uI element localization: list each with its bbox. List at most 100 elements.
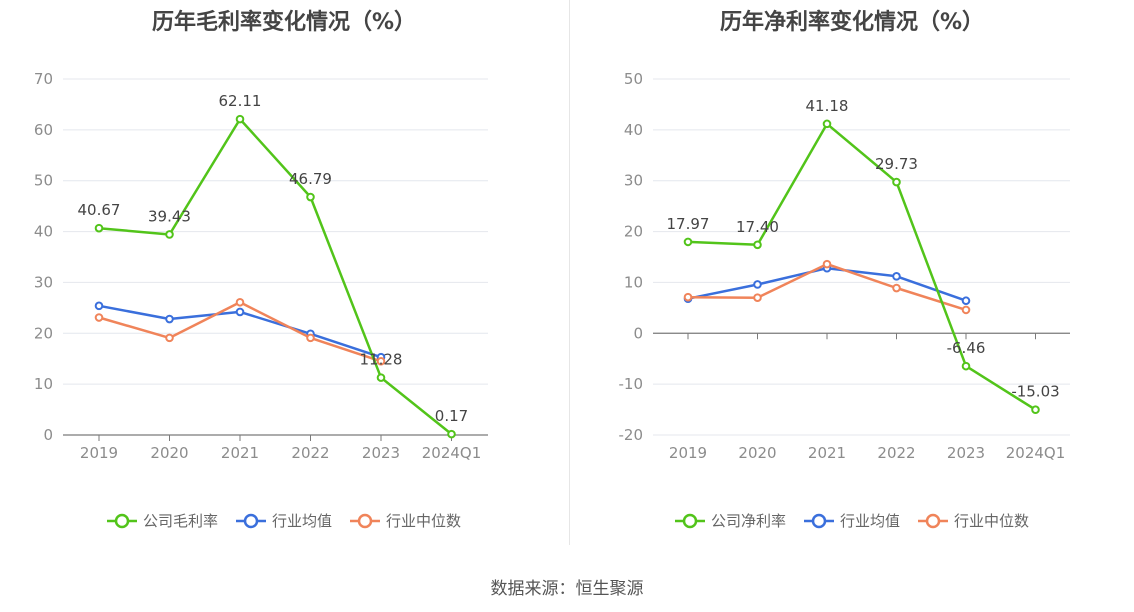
legend-marker	[243, 513, 259, 528]
y-tick-label: 50	[624, 70, 643, 88]
legend-label: 行业均值	[839, 512, 900, 530]
x-tick-label: 2021	[221, 444, 259, 462]
legend-marker	[811, 513, 827, 528]
data-label: 0.17	[435, 407, 468, 425]
data-label: 17.40	[736, 218, 779, 236]
y-tick-label: -20	[619, 426, 644, 444]
data-point	[1031, 405, 1040, 415]
data-label: 40.67	[78, 201, 121, 219]
data-label: 11.28	[360, 351, 403, 369]
data-point	[235, 297, 245, 307]
data-point	[961, 361, 971, 371]
x-tick-label: 2019	[669, 444, 707, 462]
series-line	[98, 117, 453, 436]
data-point	[165, 230, 174, 239]
x-tick-label: 2024Q1	[422, 444, 482, 462]
legend-item[interactable]: 行业中位数	[918, 510, 1029, 531]
legend-label: 行业中位数	[954, 512, 1030, 530]
y-tick-label: -10	[619, 375, 644, 393]
legend-label: 行业均值	[271, 512, 332, 530]
x-tick-label: 2023	[947, 444, 985, 462]
data-point	[376, 356, 386, 366]
y-tick-label: 60	[34, 121, 53, 139]
x-tick-label: 2023	[362, 444, 400, 462]
y-tick-label: 0	[43, 426, 53, 444]
legend-label: 公司毛利率	[142, 512, 218, 530]
data-label: 46.79	[289, 170, 332, 188]
legend-label: 行业中位数	[386, 512, 462, 530]
legend-line-marker-icon	[918, 513, 948, 528]
x-tick-label: 2024Q1	[1006, 444, 1066, 462]
data-point	[306, 333, 315, 343]
chart-legend: 公司净利率 行业均值 行业中位数	[570, 510, 1134, 531]
data-label: 17.97	[667, 215, 710, 233]
legend-marker	[682, 513, 698, 528]
data-point	[94, 301, 104, 311]
y-tick-label: 20	[34, 324, 53, 342]
data-point	[235, 307, 245, 317]
legend-line-marker-icon	[106, 513, 137, 528]
x-tick-label: 2020	[150, 444, 188, 462]
data-point	[753, 240, 762, 250]
legend-marker	[114, 513, 130, 528]
x-tick-label: 2022	[291, 444, 329, 462]
x-tick-label: 2020	[738, 444, 776, 462]
x-tick-label: 2022	[877, 444, 915, 462]
data-point	[376, 373, 386, 382]
data-point	[165, 333, 174, 343]
legend-item[interactable]: 行业均值	[803, 510, 900, 531]
data-label: 29.73	[875, 155, 918, 173]
legend-item[interactable]: 公司净利率	[674, 510, 786, 531]
y-tick-label: 30	[34, 273, 53, 291]
x-tick-label: 2019	[80, 444, 118, 462]
legend-line-marker-icon	[350, 513, 380, 528]
series-line	[687, 122, 1037, 411]
y-tick-label: 50	[34, 172, 53, 190]
legend-item[interactable]: 行业中位数	[350, 510, 461, 531]
chart-title: 历年净利率变化情况（%）	[719, 10, 985, 35]
data-label: -6.46	[947, 339, 986, 357]
legend-marker	[357, 513, 373, 528]
data-point	[235, 114, 245, 124]
y-tick-label: 10	[624, 273, 643, 291]
data-point	[683, 237, 693, 247]
panel-divider	[569, 0, 570, 545]
data-label: 41.18	[806, 97, 849, 115]
chart-title: 历年毛利率变化情况（%）	[151, 10, 417, 35]
data-point	[892, 272, 901, 281]
gross-margin-chart: 0 10 20 30 40 50 60 70 2019 2020 2021 2022 2023 2024Q…	[34, 70, 488, 462]
data-label: 62.11	[219, 92, 262, 110]
data-point	[753, 293, 762, 302]
y-tick-label: 70	[34, 70, 53, 88]
data-source-note: 数据来源：恒生聚源	[490, 579, 644, 599]
legend-item[interactable]: 行业均值	[235, 510, 332, 531]
data-point	[306, 192, 315, 202]
data-label: 39.43	[148, 207, 191, 225]
data-point	[822, 119, 832, 129]
legend-line-marker-icon	[235, 513, 266, 528]
data-point	[447, 429, 456, 439]
data-point	[961, 296, 971, 306]
y-tick-label: 20	[624, 223, 643, 241]
net-margin-chart-panel: 历年净利率变化情况（%） -20 -10 0 10 20 30 40 50 2019 2020 20…	[570, 0, 1134, 560]
data-point	[165, 314, 174, 324]
data-point	[753, 280, 762, 289]
y-tick-label: 40	[34, 223, 53, 241]
y-tick-label: 10	[34, 375, 53, 393]
data-point	[683, 292, 693, 302]
data-point	[822, 259, 832, 269]
y-tick-label: 30	[624, 172, 643, 190]
x-tick-label: 2021	[808, 444, 846, 462]
data-point	[961, 305, 971, 315]
legend-label: 公司净利率	[710, 512, 786, 530]
legend-marker	[925, 513, 941, 528]
chart-legend: 公司毛利率 行业均值 行业中位数	[0, 510, 568, 531]
data-point	[94, 313, 104, 322]
data-point	[892, 283, 901, 293]
legend-item[interactable]: 公司毛利率	[106, 510, 218, 531]
legend-line-marker-icon	[803, 513, 834, 528]
gross-margin-chart-panel: 历年毛利率变化情况（%） 0 10 20 30 40 50 60 70 2019 2020 2021…	[0, 0, 568, 560]
y-tick-label: 0	[633, 324, 643, 342]
data-point	[892, 177, 901, 187]
y-tick-label: 40	[624, 121, 643, 139]
